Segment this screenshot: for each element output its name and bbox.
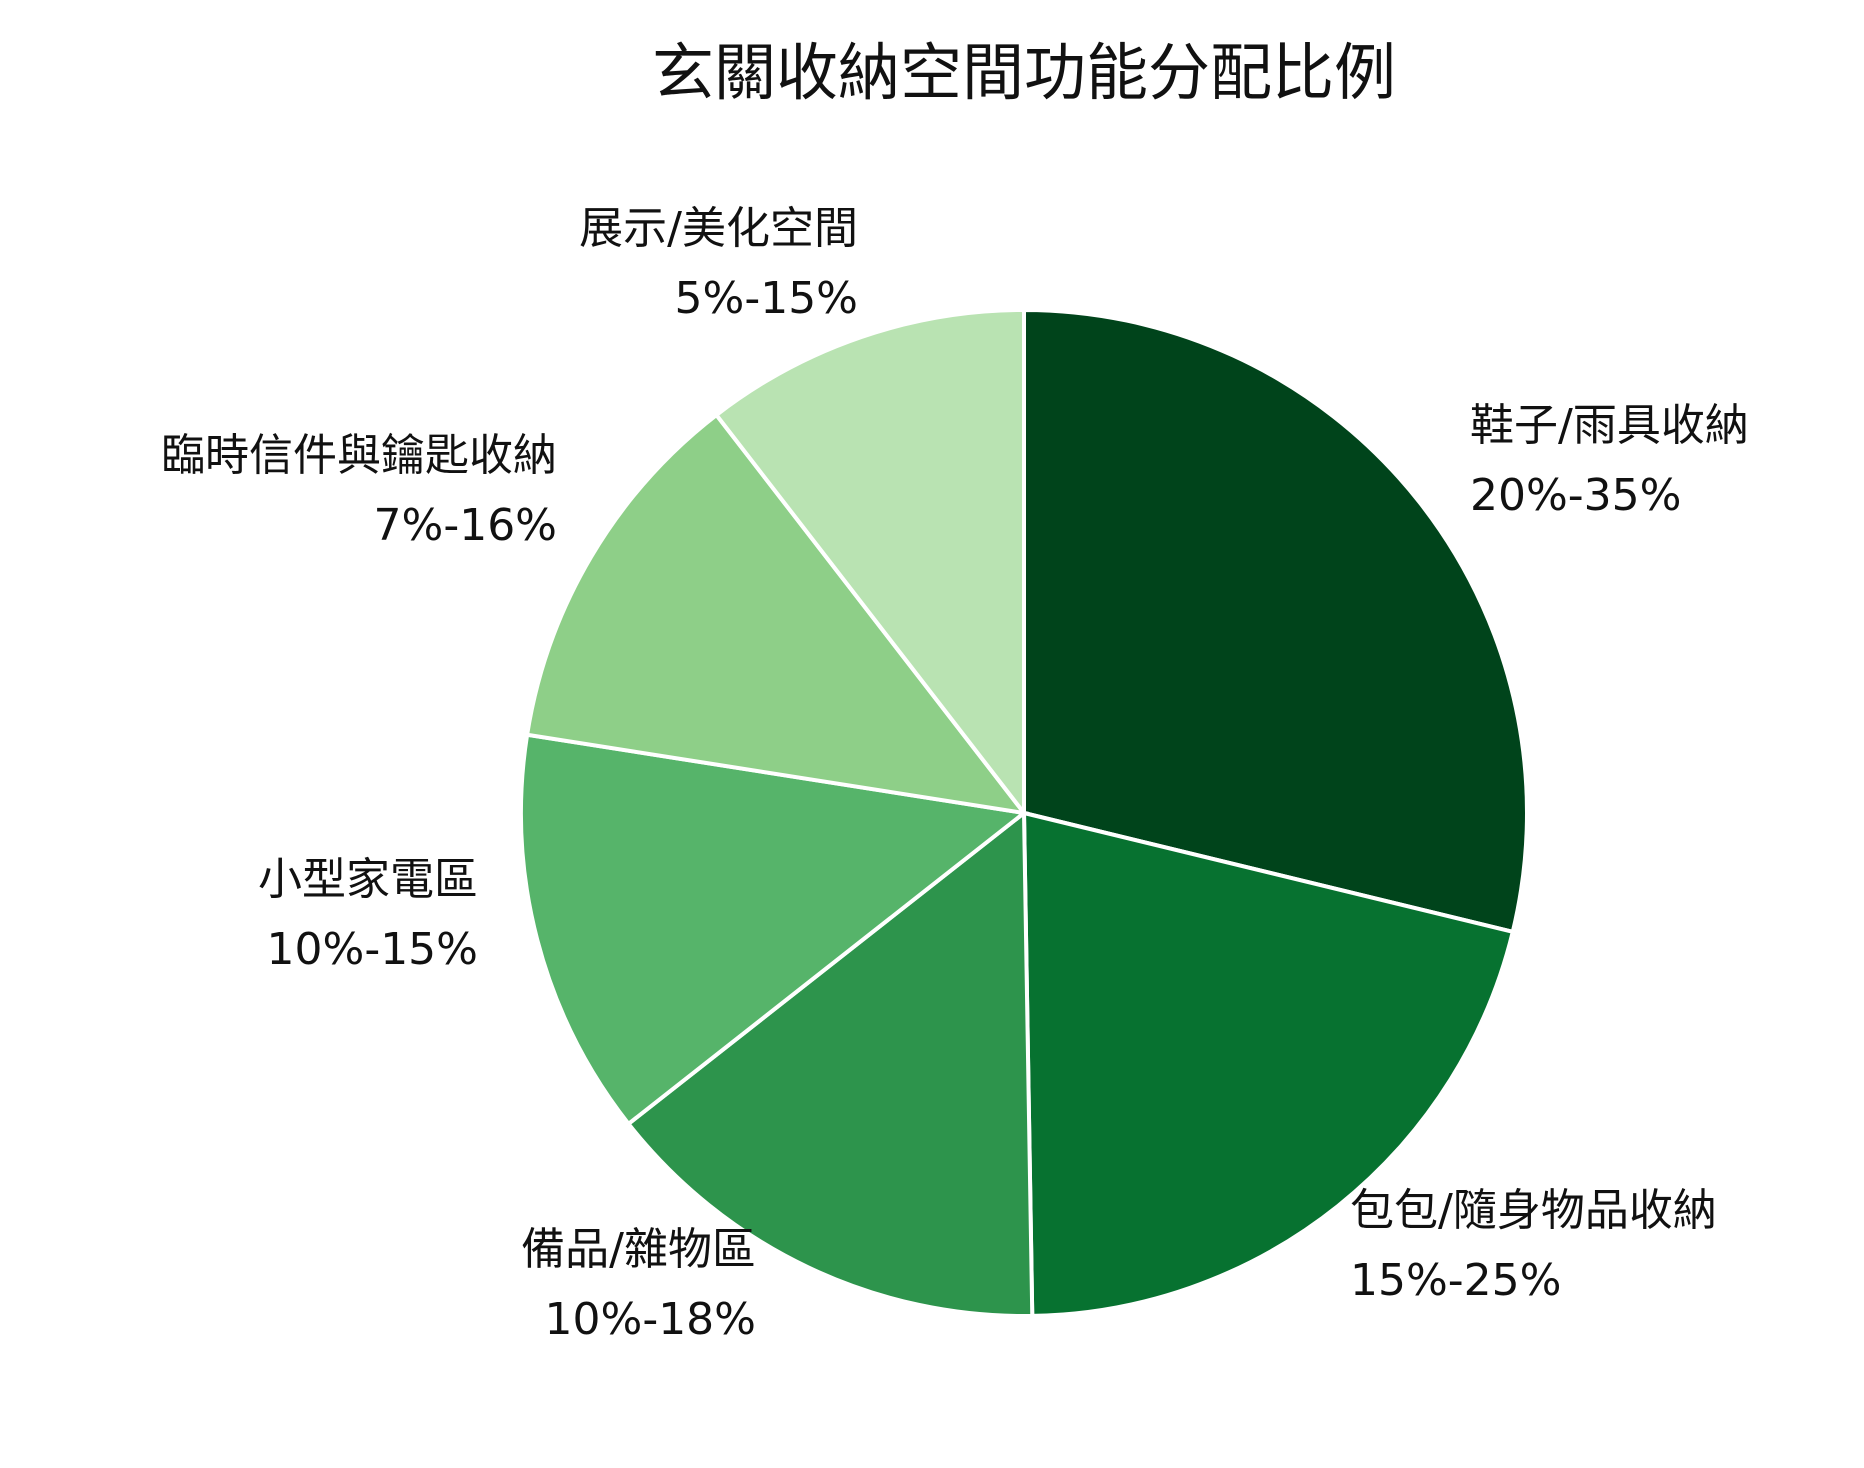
slice-range-label: 15%-25%	[1350, 1255, 1561, 1306]
slice-range-label: 20%-35%	[1470, 470, 1681, 521]
slice-label: 鞋子/雨具收納	[1470, 400, 1749, 451]
slice-label: 展示/美化空間	[579, 203, 858, 254]
chart-title: 玄關收納空間功能分配比例	[652, 36, 1396, 109]
slice-range-label: 5%-15%	[675, 273, 858, 324]
slice-label: 包包/隨身物品收納	[1350, 1185, 1717, 1236]
slice-range-label: 10%-15%	[267, 924, 478, 975]
pie-slice	[1022, 307, 1529, 935]
pie-slice	[1021, 810, 1516, 1318]
slice-label: 小型家電區	[258, 854, 478, 905]
slice-label: 備品/雜物區	[521, 1224, 756, 1275]
slice-range-label: 7%-16%	[374, 500, 557, 551]
slice-range-label: 10%-18%	[545, 1294, 756, 1345]
pie-slice	[713, 307, 1026, 819]
slice-label: 臨時信件與鑰匙收納	[161, 430, 557, 481]
pie-slice	[519, 732, 1029, 1127]
pie-slice	[625, 808, 1035, 1318]
pie-slice	[524, 412, 1029, 816]
